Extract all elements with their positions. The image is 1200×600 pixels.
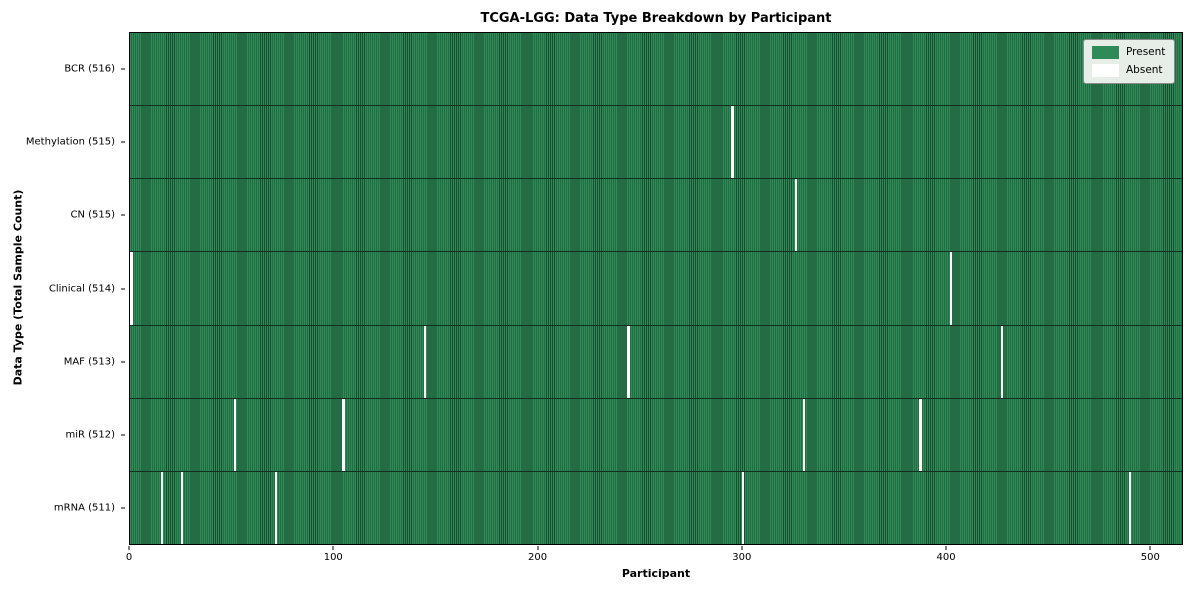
- xtick-mark: [1149, 546, 1151, 550]
- ytick-mark: [121, 288, 125, 289]
- ytick-label: Methylation (515): [25, 136, 115, 148]
- absent-gap: [423, 325, 427, 398]
- xtick-label: 400: [936, 552, 956, 563]
- heatmap-row-methylation: [130, 105, 1182, 179]
- absent-gap: [1128, 471, 1132, 544]
- legend-label-absent: Absent: [1126, 64, 1163, 76]
- legend-entry-absent: Absent: [1092, 64, 1166, 77]
- absent-gap: [130, 252, 133, 325]
- ytick-mark: [121, 68, 125, 70]
- ytick-mark: [121, 507, 125, 509]
- plot-area: Present Absent: [129, 32, 1183, 545]
- absent-gap: [919, 398, 922, 471]
- present-swatch-icon: [1092, 46, 1119, 59]
- heatmap-row-mir: [130, 397, 1182, 471]
- ytick-label: miR (512): [65, 429, 115, 441]
- absent-gap: [741, 471, 745, 544]
- absent-gap: [794, 179, 798, 252]
- x-axis-ticks: 0 100 200 300 400 500: [125, 545, 1183, 567]
- ytick-label: mRNA (511): [53, 502, 115, 514]
- y-axis-ticks: BCR (516) Methylation (515) CN (515) Clinic…: [0, 32, 125, 545]
- ytick-label: BCR (516): [64, 63, 115, 75]
- heatmap-row-mrna: [130, 470, 1182, 544]
- absent-gap: [627, 325, 630, 398]
- ytick-label: MAF (513): [63, 356, 115, 368]
- xtick-mark: [945, 546, 947, 550]
- xtick-label: 100: [323, 552, 343, 563]
- heatmap-row-maf: [130, 324, 1182, 398]
- xtick-mark: [537, 546, 539, 550]
- heatmap-row-bcr: [130, 33, 1182, 106]
- heatmap-row-clinical: [130, 251, 1182, 325]
- absent-gap: [160, 471, 164, 544]
- legend: Present Absent: [1083, 39, 1175, 84]
- absent-gap: [342, 398, 345, 471]
- ytick-label: Clinical (514): [48, 283, 115, 294]
- ytick-mark: [121, 434, 125, 436]
- ytick-mark: [121, 141, 125, 143]
- absent-gap: [731, 106, 734, 179]
- absent-gap: [949, 252, 953, 325]
- xtick-mark: [332, 546, 334, 550]
- x-axis-label: Participant: [621, 567, 691, 580]
- xtick-label: 0: [125, 552, 133, 563]
- xtick-label: 500: [1140, 552, 1160, 563]
- legend-label-present: Present: [1126, 46, 1166, 58]
- xtick-label: 200: [527, 552, 548, 563]
- absent-gap: [274, 471, 278, 544]
- absent-swatch-icon: [1092, 64, 1119, 77]
- xtick-label: 300: [732, 552, 752, 563]
- absent-gap: [233, 398, 237, 471]
- ytick-mark: [121, 361, 125, 363]
- ytick-label: CN (515): [70, 209, 115, 221]
- absent-gap: [180, 471, 184, 544]
- absent-gap: [802, 398, 806, 471]
- xtick-mark: [741, 546, 743, 550]
- heatmap-row-cn: [130, 178, 1182, 252]
- absent-gap: [1000, 325, 1004, 398]
- ytick-mark: [121, 214, 125, 216]
- heatmap-rows: [130, 33, 1182, 544]
- legend-entry-present: Present: [1092, 46, 1166, 59]
- chart-title: TCGA-LGG: Data Type Breakdown by Partici…: [480, 11, 832, 26]
- xtick-mark: [128, 546, 130, 550]
